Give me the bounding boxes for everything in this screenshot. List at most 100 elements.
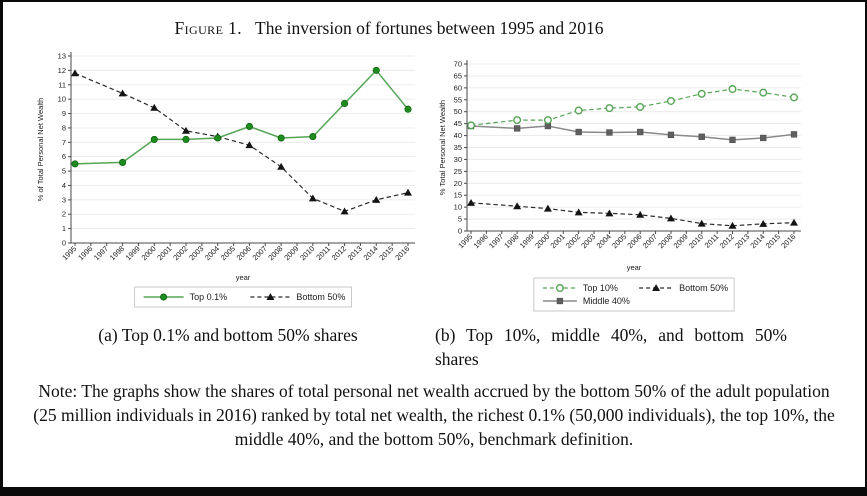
data-point [555, 283, 564, 292]
y-tick-label: 7 [62, 138, 66, 147]
x-tick-label: 2004 [203, 244, 221, 262]
figure-title: Figure 1. The inversion of fortunes betwe… [3, 18, 775, 39]
x-tick-label: 2011 [703, 232, 721, 250]
x-tick-label: 2009 [282, 244, 300, 262]
y-tick-label: 25 [454, 167, 462, 176]
x-tick-label: 2002 [564, 232, 582, 250]
x-axis-ticks: 1995199619971998199920002001200220032004… [456, 231, 797, 250]
x-tick-label: 2001 [549, 232, 567, 250]
x-tick-label: 1998 [502, 232, 520, 250]
legend-label: Top 10% [583, 283, 618, 293]
legend-entry-bottom-50-: Bottom 50% [639, 283, 728, 293]
legend-label: Bottom 50% [679, 283, 728, 293]
series-bottom-50- [467, 198, 798, 229]
data-point [790, 218, 798, 226]
series-middle-40- [467, 122, 798, 144]
data-point [71, 160, 79, 168]
data-point [698, 133, 705, 140]
data-point [245, 122, 253, 131]
data-point [636, 210, 645, 218]
data-point [266, 293, 275, 300]
x-tick-label: 2007 [641, 232, 659, 250]
data-point [277, 134, 285, 142]
data-point [150, 135, 158, 143]
legend-label: Middle 40% [583, 296, 630, 306]
y-tick-label: 6 [62, 152, 66, 161]
data-point [575, 128, 582, 136]
data-point [372, 195, 381, 203]
data-point [728, 221, 737, 229]
data-point [697, 89, 706, 98]
y-tick-label: 0 [458, 227, 462, 236]
data-point [119, 158, 127, 166]
data-point [652, 284, 661, 291]
x-tick-label: 2013 [346, 244, 364, 262]
data-point [341, 99, 349, 108]
data-point [790, 93, 799, 102]
y-tick-label: 50 [454, 107, 462, 116]
series-line-bottom-50- [470, 202, 795, 227]
data-point [574, 106, 583, 115]
data-point [637, 128, 644, 136]
data-point [513, 202, 522, 210]
x-tick-label: 2005 [219, 244, 237, 262]
x-tick-label: 2014 [748, 232, 766, 250]
x-tick-label: 2010 [687, 232, 705, 250]
y-tick-label: 15 [454, 191, 462, 200]
y-tick-label: 5 [458, 215, 462, 224]
y-tick-label: 35 [454, 143, 462, 152]
gridlines [71, 55, 415, 230]
x-tick-label: 2010 [298, 244, 316, 262]
y-tick-label: 3 [62, 195, 66, 204]
figure-note: Note: The graphs show the shares of tota… [33, 381, 835, 449]
data-point [467, 198, 475, 206]
x-tick-label: 1996 [76, 244, 94, 262]
y-tick-label: 40 [454, 131, 462, 140]
x-tick-label: 1997 [92, 244, 110, 262]
x-tick-label: 2007 [251, 244, 269, 262]
legend-entry-middle-40-: Middle 40% [542, 296, 630, 306]
panel-a: 0 1 2 3 4 5 6 7 8 9 10 11 12 13 1995 1996 1997 1998 1999 20… [33, 43, 423, 371]
series-top-0-1- [71, 66, 412, 168]
y-tick-label: 2 [62, 210, 66, 219]
x-tick-label: 2015 [764, 232, 782, 250]
data-point [605, 209, 614, 217]
x-tick-label: 2003 [579, 232, 597, 250]
y-axis-title: % of Total Personal Net Wealth [36, 98, 45, 202]
data-point [340, 207, 349, 215]
legend-label: Top 0.1% [190, 292, 228, 302]
x-tick-label: 2016 [779, 232, 797, 250]
x-axis-title: year [236, 273, 251, 282]
data-point [513, 125, 521, 132]
x-tick-label: 2016 [393, 244, 411, 262]
x-tick-label: 2009 [672, 232, 690, 250]
data-point [308, 194, 317, 202]
chart-panel-a: 0123456789101112131995199619971998199920… [36, 52, 415, 308]
x-tick-label: 2012 [718, 232, 736, 250]
chart-panel-b: 0 5 10 15 20 25 30 35 40 45 50 55 60 65 70 199519961997… [438, 60, 801, 312]
x-tick-label: 2011 [314, 244, 332, 262]
data-point [150, 103, 159, 111]
data-point [666, 214, 675, 222]
data-point [759, 88, 768, 97]
y-tick-label: 60 [454, 83, 462, 92]
y-tick-label: 12 [58, 66, 66, 75]
charts-row: 0 1 2 3 4 5 6 7 8 9 10 11 12 13 1995 1996 1997 1998 1999 20… [3, 43, 865, 371]
y-tick-label: 11 [58, 80, 66, 89]
data-point [543, 116, 552, 125]
x-tick-label: 2015 [377, 244, 395, 262]
y-tick-label: 45 [454, 119, 462, 128]
x-tick-label: 1997 [487, 232, 505, 250]
y-tick-label: 8 [62, 123, 66, 132]
y-tick-label: 13 [58, 52, 66, 61]
legend-box [533, 277, 735, 312]
data-point [759, 219, 768, 227]
data-point [697, 219, 706, 227]
data-point [667, 131, 675, 139]
data-point [309, 133, 317, 141]
y-tick-label: 55 [454, 95, 462, 104]
data-point [118, 89, 127, 97]
gridlines [467, 63, 801, 220]
legend-box [134, 286, 352, 308]
